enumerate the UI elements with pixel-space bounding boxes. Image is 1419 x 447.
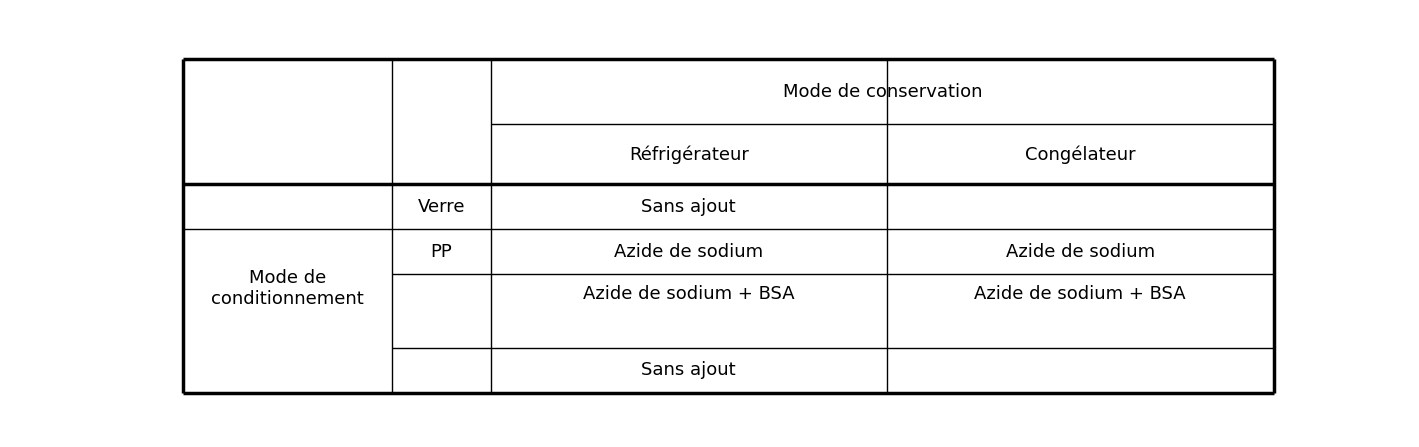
Text: Sans ajout: Sans ajout xyxy=(641,361,736,380)
Text: Congélateur: Congélateur xyxy=(1025,145,1135,164)
Text: Réfrigérateur: Réfrigérateur xyxy=(629,145,749,164)
Text: Sans ajout: Sans ajout xyxy=(641,198,736,216)
Text: Mode de
conditionnement: Mode de conditionnement xyxy=(211,269,363,308)
Text: Azide de sodium: Azide de sodium xyxy=(614,243,763,261)
Text: Verre: Verre xyxy=(417,198,465,216)
Text: Azide de sodium: Azide de sodium xyxy=(1006,243,1155,261)
Text: Mode de conservation: Mode de conservation xyxy=(782,83,982,101)
Text: PP: PP xyxy=(430,243,453,261)
Text: Azide de sodium + BSA: Azide de sodium + BSA xyxy=(583,285,795,303)
Text: Azide de sodium + BSA: Azide de sodium + BSA xyxy=(975,285,1186,303)
